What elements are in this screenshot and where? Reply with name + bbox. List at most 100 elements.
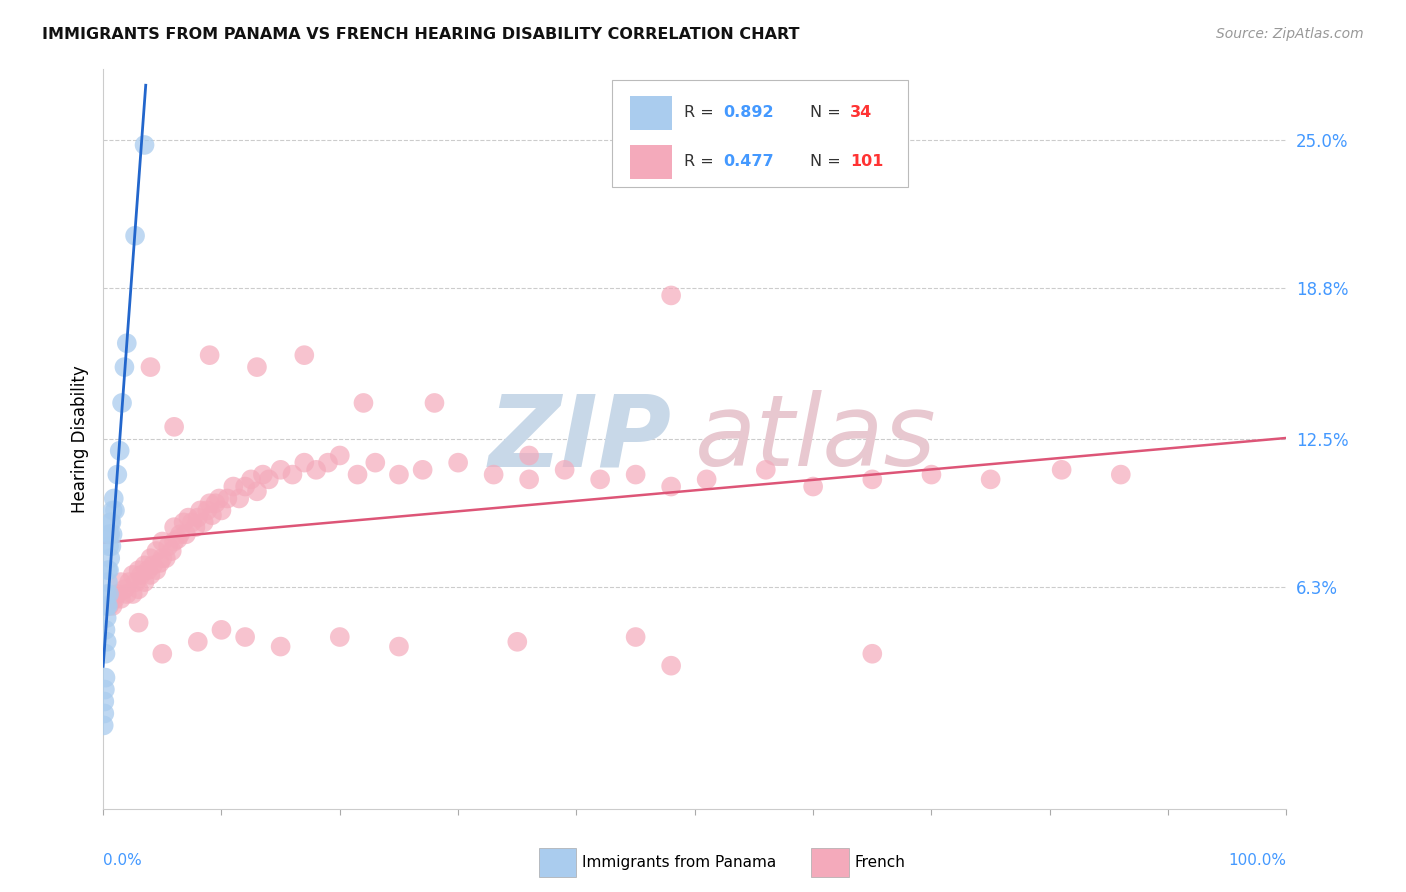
Point — [142, 558, 165, 573]
Text: Immigrants from Panama: Immigrants from Panama — [582, 855, 776, 870]
Point — [124, 228, 146, 243]
FancyBboxPatch shape — [811, 848, 849, 877]
Point — [659, 479, 682, 493]
Point — [100, 539, 122, 553]
Point — [624, 467, 647, 482]
Point — [257, 472, 280, 486]
Point — [104, 503, 127, 517]
Point — [174, 527, 197, 541]
Point — [97, 575, 120, 590]
Point — [659, 288, 682, 302]
Point — [270, 640, 292, 654]
Point — [94, 682, 117, 697]
Point — [204, 496, 226, 510]
Point — [98, 599, 121, 613]
Point — [233, 630, 256, 644]
Point — [166, 532, 188, 546]
Point — [240, 472, 263, 486]
Point — [110, 575, 132, 590]
Text: atlas: atlas — [695, 391, 936, 487]
FancyBboxPatch shape — [630, 95, 672, 130]
Point — [292, 348, 315, 362]
Point — [482, 467, 505, 482]
Point — [211, 503, 233, 517]
Point — [388, 467, 411, 482]
Point — [177, 510, 200, 524]
Point — [447, 456, 470, 470]
Point — [801, 479, 824, 493]
Point — [98, 539, 121, 553]
Point — [305, 463, 328, 477]
Point — [94, 671, 117, 685]
Point — [270, 463, 292, 477]
Point — [118, 575, 141, 590]
Point — [233, 479, 256, 493]
Point — [97, 599, 120, 613]
Point — [696, 472, 718, 486]
Point — [115, 587, 138, 601]
Text: Source: ZipAtlas.com: Source: ZipAtlas.com — [1216, 27, 1364, 41]
Point — [98, 563, 121, 577]
Point — [860, 647, 883, 661]
Point — [100, 516, 122, 530]
Point — [103, 491, 125, 506]
Point — [980, 472, 1002, 486]
Text: French: French — [855, 855, 905, 870]
Point — [388, 640, 411, 654]
Point — [150, 551, 173, 566]
Point — [180, 516, 202, 530]
Point — [316, 456, 339, 470]
Point — [163, 534, 186, 549]
Point — [98, 527, 121, 541]
Point — [93, 718, 115, 732]
Point — [920, 467, 942, 482]
Point — [139, 568, 162, 582]
Point — [281, 467, 304, 482]
Text: R =: R = — [685, 154, 718, 169]
Point — [134, 558, 156, 573]
Point — [110, 591, 132, 606]
Point — [198, 348, 221, 362]
Point — [134, 575, 156, 590]
Point — [217, 491, 239, 506]
Point — [145, 544, 167, 558]
Point — [364, 456, 387, 470]
Point — [98, 587, 121, 601]
Point — [755, 463, 778, 477]
Point — [125, 575, 148, 590]
Point — [155, 551, 177, 566]
Point — [195, 503, 218, 517]
Point — [423, 396, 446, 410]
Point — [506, 635, 529, 649]
Point — [121, 587, 143, 601]
Point — [157, 539, 180, 553]
FancyBboxPatch shape — [538, 848, 576, 877]
Text: 0.477: 0.477 — [723, 154, 773, 169]
Point — [353, 396, 375, 410]
Point — [96, 587, 118, 601]
Point — [128, 582, 150, 597]
Text: N =: N = — [810, 154, 845, 169]
Point — [129, 568, 152, 582]
Point — [184, 520, 207, 534]
Point — [193, 516, 215, 530]
Point — [163, 520, 186, 534]
Point — [211, 623, 233, 637]
Point — [98, 527, 121, 541]
Point — [101, 599, 124, 613]
Point — [111, 396, 134, 410]
Point — [128, 563, 150, 577]
Point — [94, 647, 117, 661]
Point — [252, 467, 274, 482]
Text: 34: 34 — [849, 105, 872, 120]
Text: 0.0%: 0.0% — [103, 854, 142, 869]
Point — [554, 463, 576, 477]
Point — [96, 635, 118, 649]
Point — [208, 491, 231, 506]
Point — [329, 449, 352, 463]
Point — [201, 508, 224, 523]
Point — [222, 479, 245, 493]
Point — [98, 551, 121, 566]
Point — [517, 472, 540, 486]
Point — [163, 419, 186, 434]
